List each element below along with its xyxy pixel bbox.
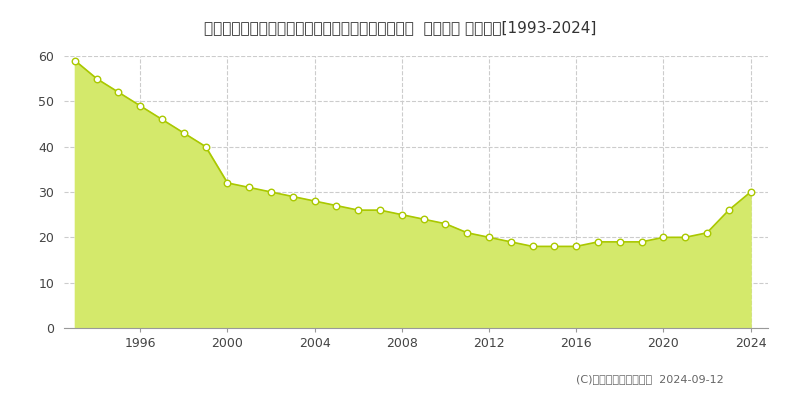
Point [90,76,103,82]
Point [505,239,518,245]
Point [395,212,408,218]
Point [614,239,626,245]
Point [418,216,430,222]
Point [374,207,386,213]
Point [548,243,561,250]
Point [243,184,256,191]
Point [69,57,82,64]
Point [701,230,714,236]
Text: (C)土地価格ドットコム  2024-09-12: (C)土地価格ドットコム 2024-09-12 [576,374,724,384]
Point [657,234,670,240]
Point [286,193,299,200]
Point [482,234,495,240]
Point [744,189,757,195]
Text: 北海道札幌市東区東苗穂６条２丁目５７６番５１外  地価公示 地価推移[1993-2024]: 北海道札幌市東区東苗穂６条２丁目５７６番５１外 地価公示 地価推移[1993-2… [204,20,596,35]
Point [265,189,278,195]
Point [308,198,321,204]
Point [352,207,365,213]
Point [635,239,648,245]
Point [439,220,452,227]
Point [591,239,604,245]
Point [112,89,125,96]
Point [461,230,474,236]
Point [199,144,212,150]
Point [221,180,234,186]
Point [526,243,539,250]
Point [330,202,343,209]
Point [678,234,691,240]
Point [178,130,190,136]
Point [570,243,582,250]
Point [156,116,169,123]
Point [722,207,735,213]
Point [134,103,146,109]
